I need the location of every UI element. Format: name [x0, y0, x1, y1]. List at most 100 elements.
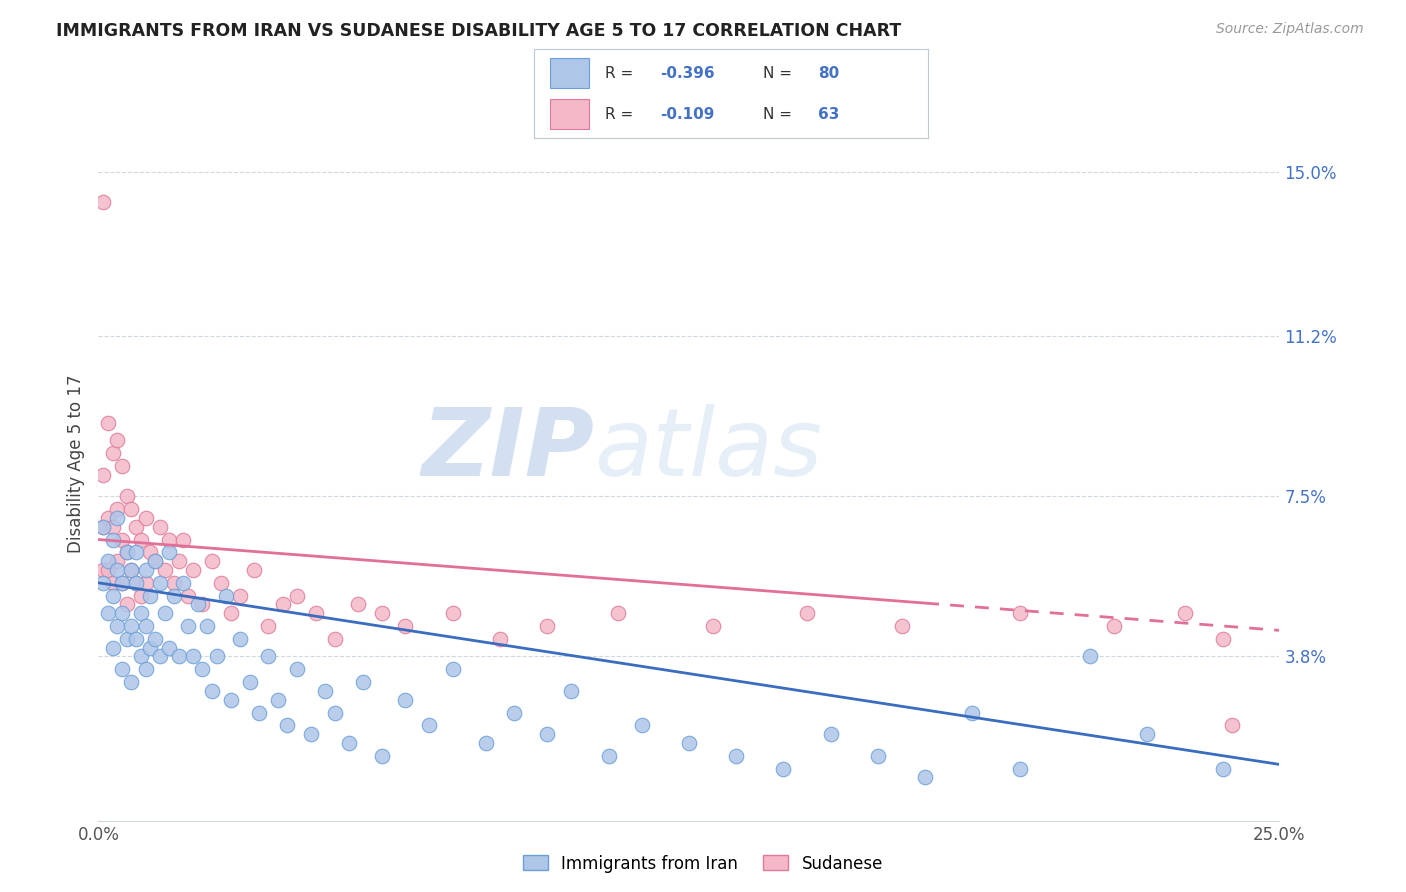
Point — [607, 606, 630, 620]
Point — [149, 519, 172, 533]
Point — [702, 619, 724, 633]
Point — [796, 606, 818, 620]
Text: -0.396: -0.396 — [661, 66, 714, 80]
Point — [135, 563, 157, 577]
Text: 80: 80 — [818, 66, 839, 80]
Point — [149, 649, 172, 664]
Point — [143, 554, 166, 568]
Point — [163, 575, 186, 590]
Y-axis label: Disability Age 5 to 17: Disability Age 5 to 17 — [66, 375, 84, 553]
Point — [97, 554, 120, 568]
Point — [143, 632, 166, 646]
Point — [181, 563, 204, 577]
Point — [157, 640, 180, 655]
Text: atlas: atlas — [595, 404, 823, 495]
Point — [276, 718, 298, 732]
Point — [177, 619, 200, 633]
Point — [143, 554, 166, 568]
Point — [1136, 727, 1159, 741]
Point — [91, 519, 114, 533]
Point — [536, 619, 558, 633]
Point — [153, 606, 176, 620]
Point — [115, 545, 138, 559]
Point — [91, 563, 114, 577]
Point — [101, 519, 124, 533]
Point — [115, 598, 138, 612]
Point — [195, 619, 218, 633]
Point — [121, 502, 143, 516]
Point — [139, 589, 162, 603]
Point — [115, 545, 138, 559]
Point — [153, 563, 176, 577]
Point — [352, 675, 374, 690]
Point — [914, 771, 936, 785]
Point — [139, 640, 162, 655]
Point — [135, 619, 157, 633]
Point — [191, 662, 214, 676]
Point — [1102, 619, 1125, 633]
Point — [323, 706, 346, 720]
Point — [101, 640, 124, 655]
Point — [201, 554, 224, 568]
Point — [239, 675, 262, 690]
Point — [91, 519, 114, 533]
Point — [394, 692, 416, 706]
Point — [475, 736, 498, 750]
Text: ZIP: ZIP — [422, 403, 595, 496]
Point — [125, 519, 148, 533]
Point — [105, 511, 128, 525]
Point — [135, 511, 157, 525]
Point — [560, 684, 582, 698]
Point — [101, 533, 124, 547]
Point — [97, 563, 120, 577]
Point — [1174, 606, 1197, 620]
Point — [111, 662, 134, 676]
Point — [125, 632, 148, 646]
Point — [111, 533, 134, 547]
Point — [323, 632, 346, 646]
Point — [115, 489, 138, 503]
Point — [115, 632, 138, 646]
Point — [172, 533, 194, 547]
Text: Source: ZipAtlas.com: Source: ZipAtlas.com — [1216, 22, 1364, 37]
FancyBboxPatch shape — [550, 58, 589, 88]
Point — [536, 727, 558, 741]
Legend: Immigrants from Iran, Sudanese: Immigrants from Iran, Sudanese — [516, 848, 890, 880]
Point — [219, 692, 242, 706]
Point — [172, 575, 194, 590]
Point — [125, 545, 148, 559]
Point — [1212, 762, 1234, 776]
Point — [91, 467, 114, 482]
Point — [181, 649, 204, 664]
Point — [101, 575, 124, 590]
Point — [285, 589, 308, 603]
Point — [271, 598, 294, 612]
Point — [111, 575, 134, 590]
Point — [243, 563, 266, 577]
Point — [101, 589, 124, 603]
Text: -0.109: -0.109 — [661, 107, 714, 121]
Point — [890, 619, 912, 633]
Point — [305, 606, 328, 620]
Point — [167, 649, 190, 664]
Point — [1080, 649, 1102, 664]
Text: 63: 63 — [818, 107, 839, 121]
Point — [157, 533, 180, 547]
Point — [105, 554, 128, 568]
Point — [111, 606, 134, 620]
Point — [441, 606, 464, 620]
Point — [418, 718, 440, 732]
Point — [866, 748, 889, 763]
Point — [163, 589, 186, 603]
Point — [111, 458, 134, 473]
Point — [215, 589, 238, 603]
Point — [678, 736, 700, 750]
Point — [1220, 718, 1243, 732]
Point — [129, 606, 152, 620]
Point — [347, 598, 370, 612]
Point — [725, 748, 748, 763]
Point — [121, 619, 143, 633]
Point — [489, 632, 512, 646]
Point — [105, 433, 128, 447]
Point — [105, 502, 128, 516]
